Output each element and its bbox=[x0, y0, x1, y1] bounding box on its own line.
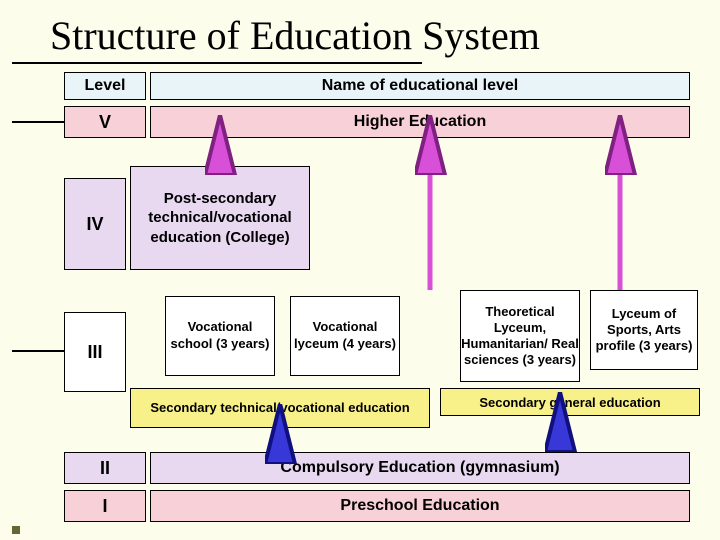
slide-title: Structure of Education System bbox=[0, 0, 720, 61]
footnote-marker bbox=[12, 526, 20, 534]
sideline-v bbox=[12, 121, 64, 123]
level-ii: II bbox=[64, 452, 146, 484]
header-level: Level bbox=[64, 72, 146, 100]
level-i: I bbox=[64, 490, 146, 522]
level-iii: III bbox=[64, 312, 126, 392]
header-name: Name of educational level bbox=[150, 72, 690, 100]
name-iv: Post-secondary technical/vocational educ… bbox=[130, 166, 310, 270]
box-sports: Lyceum of Sports, Arts profile (3 years) bbox=[590, 290, 698, 370]
title-underline bbox=[12, 62, 422, 64]
caption-gen: Secondary general education bbox=[440, 388, 700, 416]
box-theo: Theoretical Lyceum, Humanitarian/ Real s… bbox=[460, 290, 580, 382]
box-voc-lyceum: Vocational lyceum (4 years) bbox=[290, 296, 400, 376]
level-iv: IV bbox=[64, 178, 126, 270]
name-v: Higher Education bbox=[150, 106, 690, 138]
box-voc-school: Vocational school (3 years) bbox=[165, 296, 275, 376]
name-ii: Compulsory Education (gymnasium) bbox=[150, 452, 690, 484]
name-i: Preschool Education bbox=[150, 490, 690, 522]
caption-tech: Secondary technical/vocational education bbox=[130, 388, 430, 428]
level-v: V bbox=[64, 106, 146, 138]
sideline-iii bbox=[12, 350, 64, 352]
